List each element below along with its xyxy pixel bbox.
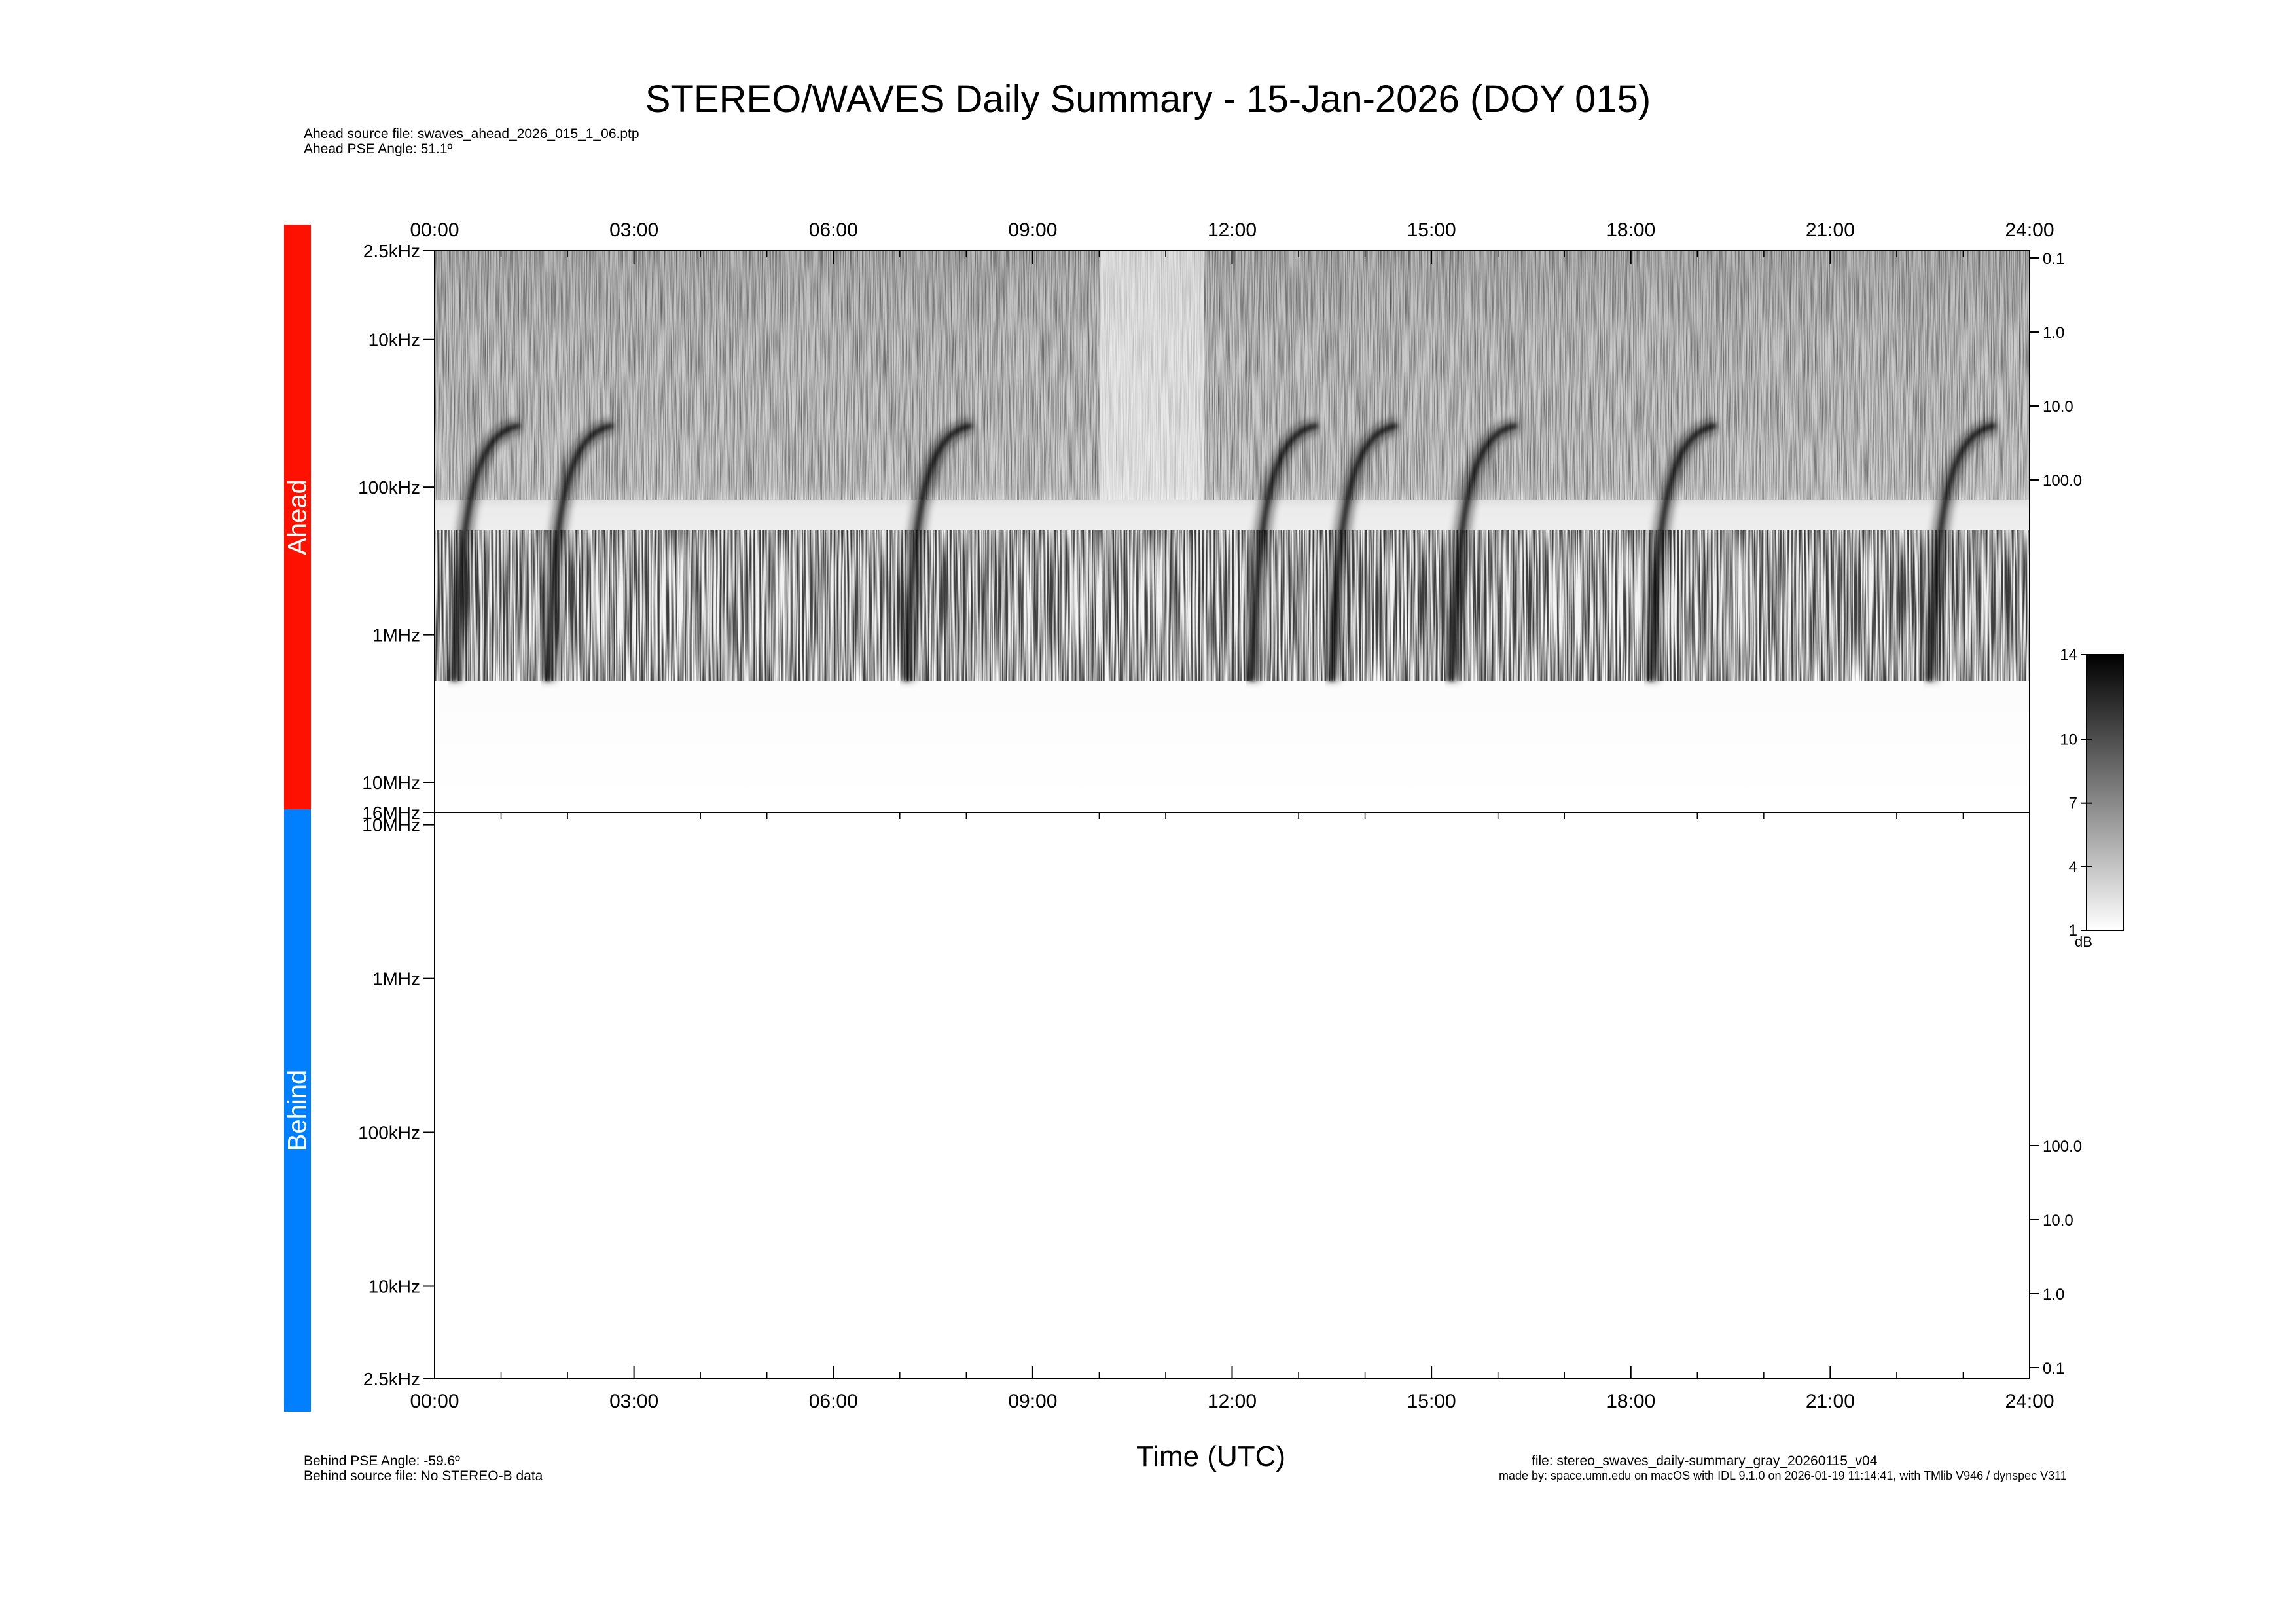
x-tick-label-top: 15:00	[1407, 219, 1456, 241]
ahead-y-tick-label: 2.5kHz	[363, 241, 420, 261]
ahead-right-tick-label: 100.0	[2043, 472, 2082, 490]
ahead-right-tick-label: 0.1	[2043, 250, 2064, 268]
radio-burst-core	[1250, 424, 1318, 682]
radio-burst-core	[1449, 424, 1518, 682]
x-tick-label-top: 03:00	[609, 219, 658, 241]
radio-burst-core	[1649, 424, 1717, 682]
radio-burst-core	[452, 424, 521, 682]
x-tick-label-bottom: 09:00	[1008, 1391, 1057, 1412]
x-tick-label-top: 09:00	[1008, 219, 1057, 241]
x-tick-label-bottom: 03:00	[609, 1391, 658, 1412]
behind-source-file: Behind source file: No STEREO-B data	[304, 1468, 543, 1484]
behind-y-tick-label: 10MHz	[362, 815, 420, 835]
behind-pse-angle: Behind PSE Angle: -59.6º	[304, 1453, 460, 1468]
ahead-pse-angle: Ahead PSE Angle: 51.1º	[304, 141, 453, 156]
footer-file: file: stereo_swaves_daily-summary_gray_2…	[1532, 1453, 1878, 1468]
colorbar-unit: dB	[2075, 934, 2092, 950]
ahead-right-tick-label: 1.0	[2043, 324, 2064, 342]
axis-ticks	[423, 250, 2039, 1379]
radio-bursts	[447, 418, 1997, 682]
colorbar-gradient	[2086, 654, 2124, 931]
ahead-meta: Ahead source file: swaves_ahead_2026_015…	[304, 126, 639, 156]
x-tick-label-top: 24:00	[2005, 219, 2054, 241]
x-tick-label-bottom: 12:00	[1208, 1391, 1257, 1412]
colorbar: 14 10 7 4 1	[2060, 646, 2124, 939]
behind-y-tick-label: 2.5kHz	[363, 1369, 420, 1389]
chart-title: STEREO/WAVES Daily Summary - 15-Jan-2026…	[645, 78, 1651, 120]
ahead-typeiii-streaks	[435, 530, 2030, 681]
behind-right-tick-label: 10.0	[2043, 1212, 2073, 1230]
ahead-y-tick-label: 16MHz	[362, 803, 420, 823]
colorbar-tick-label: 1	[2069, 922, 2077, 939]
colorbar-tick-label: 14	[2060, 646, 2077, 664]
radio-burst-core	[545, 424, 614, 682]
ahead-spectrogram	[435, 251, 2030, 812]
x-tick-label-top: 00:00	[410, 219, 459, 241]
ahead-panel-bar: Ahead	[283, 225, 312, 809]
radio-burst-core	[1928, 424, 1996, 682]
ahead-quiet-gap	[1100, 251, 1204, 500]
ahead-y-tick-label: 10MHz	[362, 773, 420, 793]
axis-labels: 00:00 00:00 03:00 03:00 06:00 06:00 09:00 09:00…	[358, 219, 2082, 1412]
x-tick-label-top: 12:00	[1208, 219, 1257, 241]
colorbar-tick-label: 7	[2069, 795, 2077, 812]
radio-burst-core	[1329, 424, 1398, 682]
ahead-y-tick-label: 10kHz	[368, 330, 420, 350]
x-tick-label-top: 06:00	[809, 219, 858, 241]
ahead-low-freq-noise	[435, 251, 2030, 500]
ahead-y-tick-label: 1MHz	[372, 625, 420, 646]
colorbar-tick-label: 10	[2060, 731, 2077, 749]
behind-y-tick-label: 100kHz	[358, 1123, 420, 1143]
ahead-high-freq-band	[435, 681, 2030, 812]
x-tick-label-top: 18:00	[1606, 219, 1655, 241]
x-tick-label-bottom: 06:00	[809, 1391, 858, 1412]
behind-panel-bar: Behind	[283, 809, 312, 1412]
colorbar-ticks: 14 10 7 4 1	[2060, 646, 2092, 939]
ahead-y-tick-label: 100kHz	[358, 477, 420, 498]
behind-meta: Behind PSE Angle: -59.6º Behind source f…	[304, 1453, 543, 1484]
behind-frame	[434, 812, 2030, 1379]
ahead-right-tick-label: 10.0	[2043, 398, 2073, 416]
footer-made-by: made by: space.umn.edu on macOS with IDL…	[1499, 1469, 2067, 1482]
radio-burst-core	[905, 424, 973, 682]
x-axis-label: Time (UTC)	[1136, 1440, 1286, 1472]
ahead-source-file: Ahead source file: swaves_ahead_2026_015…	[304, 126, 639, 141]
x-tick-label-bottom: 21:00	[1806, 1391, 1855, 1412]
x-tick-label-bottom: 24:00	[2005, 1391, 2054, 1412]
x-tick-label-bottom: 00:00	[410, 1391, 459, 1412]
colorbar-tick-label: 4	[2069, 858, 2077, 876]
behind-right-tick-label: 1.0	[2043, 1286, 2064, 1304]
behind-y-tick-label: 10kHz	[368, 1277, 420, 1297]
x-tick-label-bottom: 18:00	[1606, 1391, 1655, 1412]
behind-right-tick-label: 0.1	[2043, 1360, 2064, 1377]
x-tick-label-top: 21:00	[1806, 219, 1855, 241]
behind-right-tick-label: 100.0	[2043, 1138, 2082, 1156]
x-tick-label-bottom: 15:00	[1407, 1391, 1456, 1412]
behind-y-tick-label: 1MHz	[372, 969, 420, 989]
